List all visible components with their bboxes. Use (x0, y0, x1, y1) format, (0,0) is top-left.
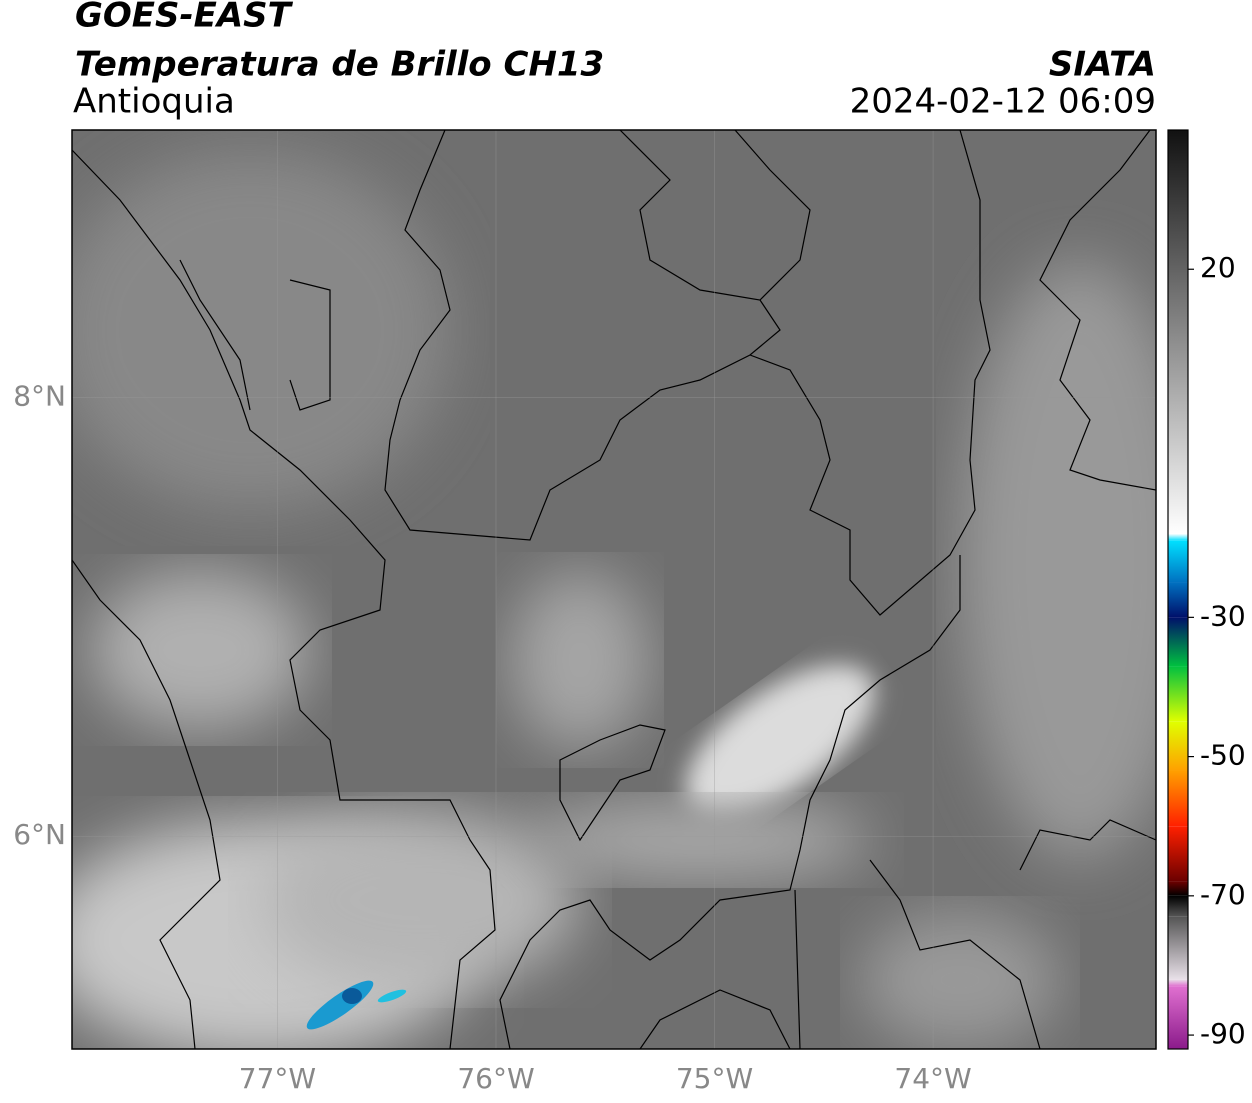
colorbar-segment (1168, 770, 1188, 827)
x-tick-label: 77°W (239, 1062, 316, 1095)
colorbar-tick-label: -90 (1200, 1017, 1246, 1050)
colorbar-segment (1168, 979, 1188, 987)
x-tick-label: 76°W (457, 1062, 534, 1095)
y-tick-label: 8°N (13, 380, 66, 413)
colorbar-segment (1168, 895, 1188, 917)
colorbar-segment (1168, 130, 1188, 534)
colorbar-segment (1168, 666, 1188, 722)
colorbar-segment (1168, 533, 1188, 541)
colorbar (1168, 130, 1188, 1049)
map-area (72, 130, 1156, 1049)
y-tick-label: 6°N (13, 818, 66, 851)
colorbar-tick-label: -30 (1200, 599, 1246, 632)
source: SIATA (1049, 45, 1156, 85)
colorbar-segment (1168, 582, 1188, 618)
product: Temperatura de Brillo CH13 (75, 45, 604, 85)
graticule (72, 130, 1156, 1049)
colorbar-segment (1168, 986, 1188, 1049)
region: Antioquia (73, 82, 235, 122)
datetime: 2024-02-12 06:09 (850, 82, 1156, 122)
colorbar-segment (1168, 721, 1188, 771)
colorbar-frame (1167, 129, 1189, 1050)
map-frame (71, 129, 1157, 1050)
colorbar-segment (1168, 617, 1188, 667)
x-tick-label: 74°W (894, 1062, 971, 1095)
satellite: GOES-EAST (75, 0, 294, 36)
colorbar-segment (1168, 881, 1188, 896)
borders (72, 130, 1156, 1049)
colorbar-tick-label: -70 (1200, 878, 1246, 911)
colorbar-segment (1168, 540, 1188, 583)
x-tick-label: 75°W (676, 1062, 753, 1095)
colorbar-tick-label: 20 (1200, 251, 1236, 284)
cloud-field (72, 150, 1156, 1049)
colorbar-tick-label: -50 (1200, 739, 1246, 772)
colorbar-segment (1168, 916, 1188, 980)
colorbar-segment (1168, 826, 1188, 882)
